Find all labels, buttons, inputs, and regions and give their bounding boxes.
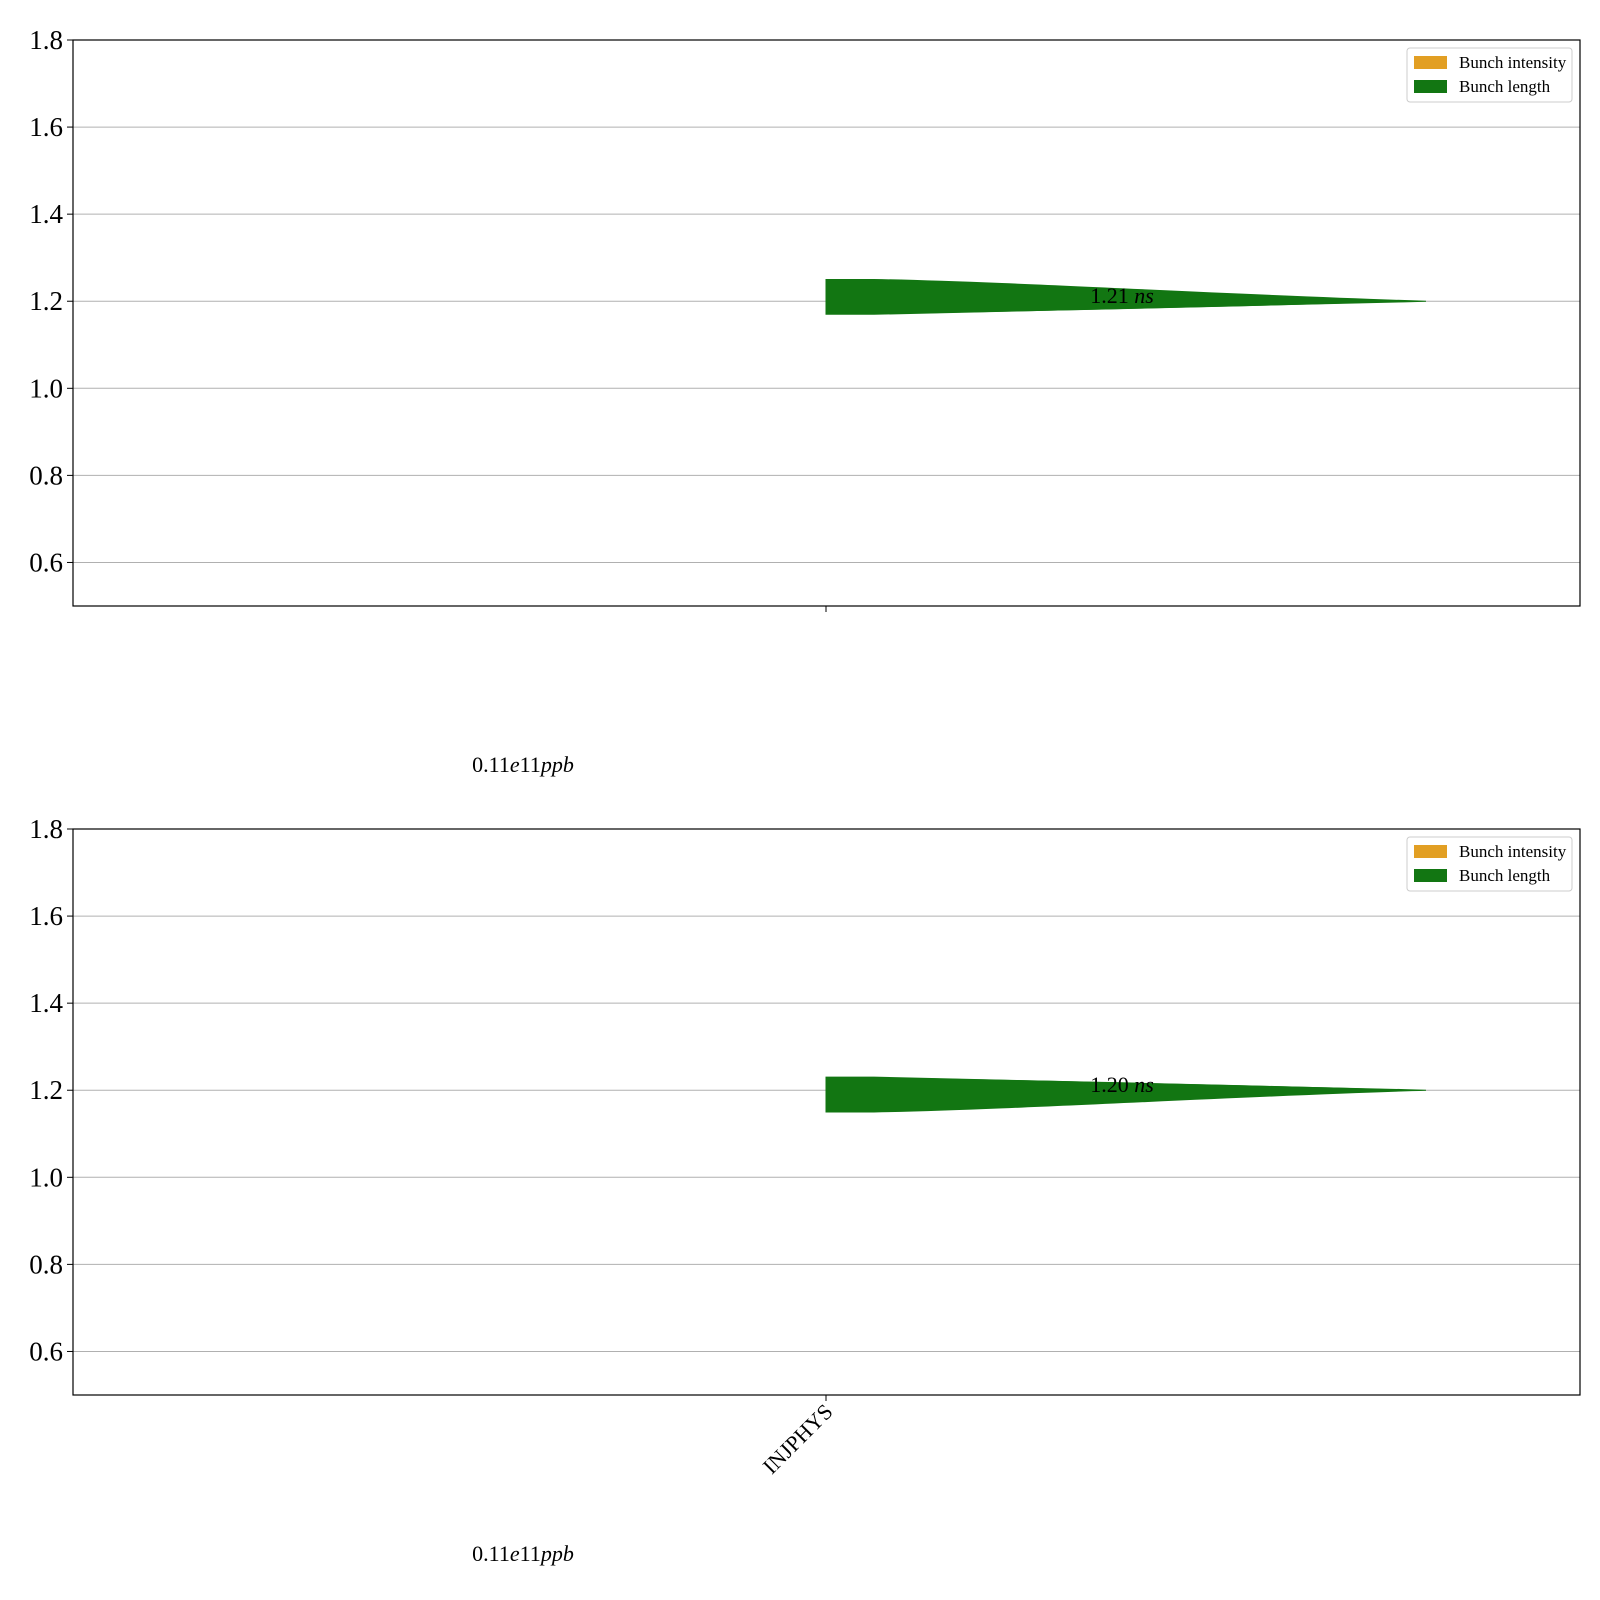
x-tick-label: INJPHYS xyxy=(758,1399,838,1479)
y-tick-label: 1.8 xyxy=(29,25,63,55)
legend[interactable]: Bunch intensity Bunch length xyxy=(1406,836,1573,892)
y-tick-label: 1.8 xyxy=(29,814,63,844)
violin-layer xyxy=(825,278,1427,315)
y-tick-label: 0.8 xyxy=(29,1249,63,1279)
legend-label: Bunch intensity xyxy=(1459,53,1567,72)
legend-swatch xyxy=(1414,80,1447,93)
y-tick-label: 1.2 xyxy=(29,1075,63,1105)
y-tick-label: 0.6 xyxy=(29,1336,63,1366)
y-tick-label: 0.8 xyxy=(29,460,63,490)
y-tick-label: 1.6 xyxy=(29,112,63,142)
y-tick-label: 0.6 xyxy=(29,547,63,577)
y-tick-label: 1.2 xyxy=(29,286,63,316)
legend-box xyxy=(1406,47,1573,103)
intensity-annotation: 0.11e11ppb xyxy=(472,1541,574,1566)
y-tick-label: 1.4 xyxy=(29,988,63,1018)
y-tick-label: 1.4 xyxy=(29,199,63,229)
intensity-annotation: 0.11e11ppb xyxy=(472,752,574,777)
y-tick-label: 1.0 xyxy=(29,1162,63,1192)
x-axis: INJPHYS xyxy=(758,1395,838,1479)
chart-panel-top: 0.6 0.8 1.0 1.2 1.4 1.6 1.8 1.21 ns 0.11e11ppb… xyxy=(29,25,1581,777)
legend-swatch xyxy=(1414,869,1447,882)
legend-label: Bunch length xyxy=(1459,866,1551,885)
legend-swatch xyxy=(1414,56,1447,69)
legend-label: Bunch intensity xyxy=(1459,842,1567,861)
legend-label: Bunch length xyxy=(1459,77,1551,96)
legend[interactable]: Bunch intensity Bunch length xyxy=(1406,47,1573,103)
violin-layer xyxy=(825,1076,1427,1113)
violin-body xyxy=(825,1076,1427,1113)
plot-frame xyxy=(72,39,1581,607)
y-tick-label: 1.6 xyxy=(29,901,63,931)
violin-data-label: 1.21 ns xyxy=(1090,283,1154,308)
y-axis: 0.6 0.8 1.0 1.2 1.4 1.6 1.8 xyxy=(29,25,73,577)
y-axis: 0.6 0.8 1.0 1.2 1.4 1.6 1.8 xyxy=(29,814,73,1366)
chart-panel-bottom: 0.6 0.8 1.0 1.2 1.4 1.6 1.8 INJPHYS 1.20 ns 0.… xyxy=(29,814,1581,1566)
legend-box xyxy=(1406,836,1573,892)
violin-data-label: 1.20 ns xyxy=(1090,1072,1154,1097)
legend-swatch xyxy=(1414,845,1447,858)
y-tick-label: 1.0 xyxy=(29,373,63,403)
violin-body xyxy=(825,278,1427,315)
